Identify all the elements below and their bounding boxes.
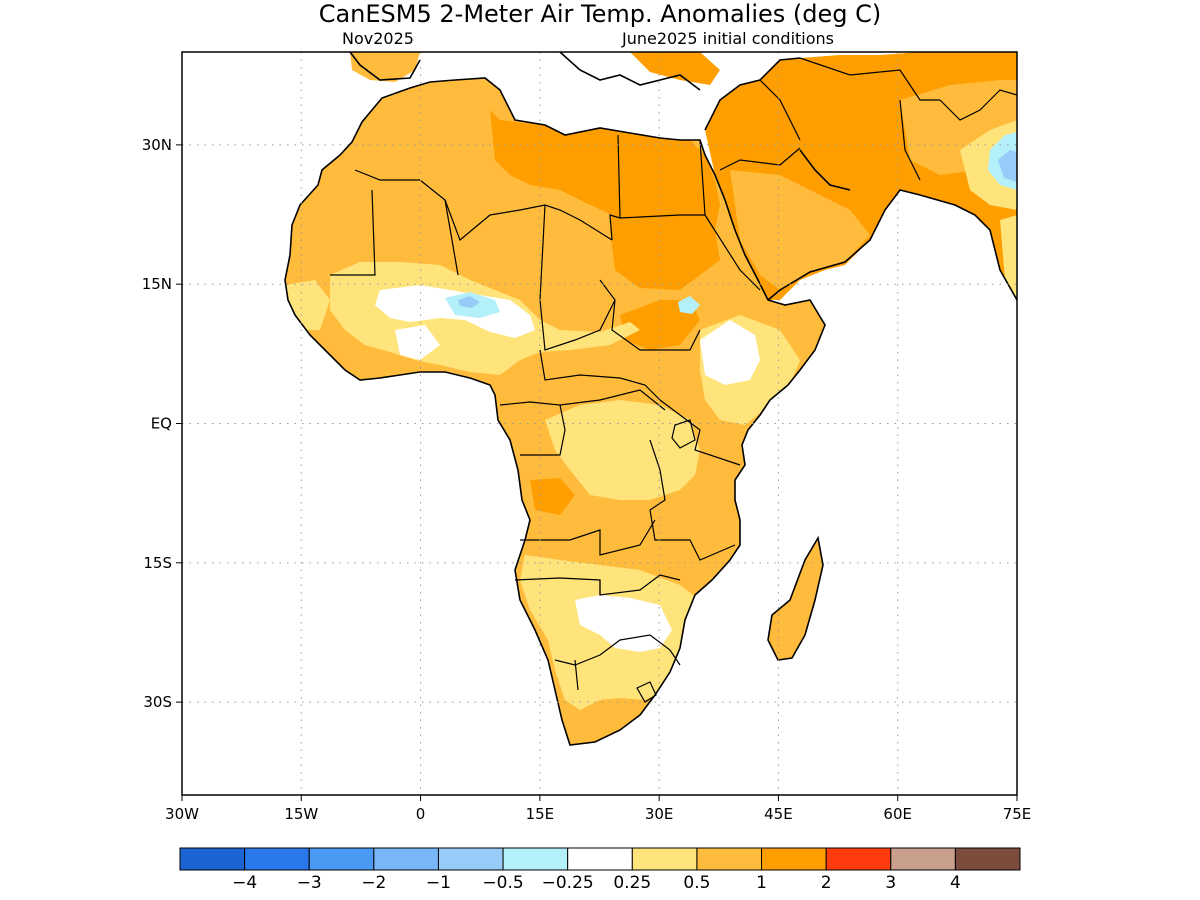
country-border	[574, 659, 579, 691]
country-border	[559, 389, 666, 411]
colorbar-swatch	[825, 847, 892, 871]
country-border	[539, 204, 546, 301]
colorbar-swatch	[631, 847, 698, 871]
colorbar-swatch	[437, 847, 504, 871]
lat-tick-label: EQ	[151, 415, 172, 433]
anomaly-region	[490, 110, 720, 290]
colorbar-label: −2	[361, 873, 386, 893]
colorbar-swatch	[244, 847, 310, 871]
lat-tick-label: 30N	[142, 136, 172, 154]
country-border	[719, 147, 801, 171]
coastlines-and-borders	[284, 52, 1017, 746]
country-border	[599, 279, 701, 351]
country-border	[899, 99, 921, 181]
colorbar-swatch	[567, 847, 633, 871]
madagascar-fill	[768, 538, 823, 660]
country-border	[704, 214, 761, 291]
colorbar-label: −4	[232, 873, 257, 893]
lon-tick-label: 30W	[165, 805, 199, 823]
anomaly-region	[998, 150, 1017, 182]
colorbar-label: −3	[297, 873, 322, 893]
country-border	[539, 299, 616, 351]
lat-tick-label: 15N	[142, 275, 172, 293]
country-border	[617, 134, 621, 219]
africa-coastline	[284, 77, 826, 746]
country-border	[499, 401, 566, 456]
anomaly-region	[700, 320, 760, 385]
madagascar-coastline	[767, 535, 824, 661]
anomaly-region	[620, 300, 700, 350]
axis-ticks: 30W 15W 0 15E 30E 45E 60E 75E 30N 15N EQ 15S 30S	[142, 136, 1032, 823]
lon-tick-label: 60E	[883, 805, 912, 823]
colorbar-swatch	[890, 847, 956, 871]
valid-month: Nov2025	[342, 29, 414, 48]
colorbar-swatch	[308, 847, 375, 871]
levant-coastline	[704, 57, 801, 131]
country-border	[699, 139, 706, 216]
colorbar-label: 2	[821, 873, 832, 893]
country-border	[799, 57, 940, 101]
initial-conditions: June2025 initial conditions	[621, 29, 834, 48]
colorbar-swatch	[179, 847, 246, 871]
anomaly-region	[1000, 215, 1017, 300]
anomaly-region	[678, 296, 700, 314]
lake-victoria	[671, 419, 696, 449]
country-border	[759, 79, 801, 141]
country-border	[444, 199, 459, 276]
colorbar-label: 4	[950, 873, 961, 893]
country-border	[939, 89, 1017, 121]
colorbar-swatch	[954, 847, 1021, 871]
iberia-coastline	[349, 52, 421, 81]
colorbar-label: 1	[756, 873, 767, 893]
colorbar-label: −0.25	[542, 873, 594, 893]
country-border	[354, 169, 613, 242]
colorbar-label: 0.5	[683, 873, 710, 893]
anomaly-region	[530, 478, 575, 515]
chart-title: CanESM5 2-Meter Air Temp. Anomalies (deg…	[319, 0, 882, 28]
lon-tick-label: 45E	[764, 805, 793, 823]
arabia-coastline	[767, 189, 1017, 301]
colorbar-swatch	[696, 847, 763, 871]
lon-tick-label: 30E	[645, 805, 674, 823]
persian-gulf-coast	[799, 149, 851, 191]
country-border	[539, 349, 661, 401]
anomaly-region	[458, 296, 480, 308]
lon-tick-label: 15E	[526, 805, 555, 823]
lon-tick-label: 0	[416, 805, 426, 823]
colorbar: −4 −3 −2 −1 −0.5 −0.25 0.25 0.5 1 2 3 4	[179, 847, 1021, 893]
lat-tick-label: 15S	[143, 554, 172, 572]
colorbar-label: 3	[885, 873, 896, 893]
country-border	[330, 189, 376, 276]
colorbar-swatch	[373, 847, 439, 871]
anomaly-region	[395, 325, 440, 360]
anatolia-fill	[630, 52, 720, 85]
lesotho-border	[636, 681, 657, 703]
colorbar-swatch	[502, 847, 569, 871]
iberia-fill	[350, 52, 420, 82]
lon-tick-label: 75E	[1003, 805, 1032, 823]
country-border	[520, 519, 656, 556]
colorbar-label: −0.5	[482, 873, 523, 893]
anomaly-region	[575, 595, 672, 652]
map-area	[182, 52, 1017, 795]
country-border	[659, 399, 741, 466]
lat-tick-label: 30S	[143, 693, 172, 711]
colorbar-label: 0.25	[613, 873, 651, 893]
europe-strip	[350, 52, 720, 85]
anomaly-region	[730, 170, 870, 290]
lon-tick-label: 15W	[284, 805, 318, 823]
colorbar-swatch	[761, 847, 827, 871]
europe-coastline	[559, 52, 701, 91]
colorbar-label: −1	[426, 873, 451, 893]
